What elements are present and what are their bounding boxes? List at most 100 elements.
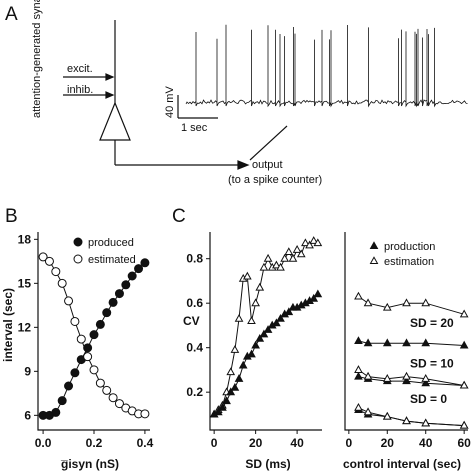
data-point <box>242 271 252 280</box>
series-line-1 <box>213 293 319 415</box>
data-point <box>354 371 363 380</box>
y-tick-label: 9 <box>24 364 31 378</box>
data-point <box>354 336 363 345</box>
data-point <box>213 407 223 416</box>
x-tick-label: 40 <box>290 436 304 450</box>
data-point <box>459 309 469 318</box>
series-line-3 <box>358 369 465 386</box>
legend-marker <box>369 241 379 250</box>
chartB-axes <box>37 232 150 431</box>
data-point <box>313 238 323 247</box>
chart-c-ylabel: CV <box>183 314 200 328</box>
chartCR-axes <box>344 232 468 431</box>
data-point <box>230 345 240 353</box>
data-point <box>70 368 80 378</box>
chart-b-ylabel: interval (sec) <box>1 288 15 362</box>
data-point <box>363 407 373 416</box>
data-point <box>363 371 373 380</box>
spike-trace-line <box>185 24 468 108</box>
data-point <box>459 340 469 349</box>
data-point <box>218 402 227 411</box>
data-point <box>276 313 285 322</box>
chart-c-left: 0 20 40 0.2 0.4 0.6 0.8 <box>186 232 323 450</box>
x-tick-label: 60 <box>457 436 471 450</box>
data-point <box>226 367 236 376</box>
neuron-diagram <box>63 20 288 170</box>
data-point <box>259 329 269 338</box>
chart-b: 0.0 0.2 0.4 6 9 12 15 18 produced estimated <box>18 232 154 450</box>
data-point <box>230 382 240 391</box>
series-line-4 <box>358 409 465 427</box>
series-line-5 <box>358 407 465 427</box>
x-tick-label: 40 <box>419 436 433 450</box>
data-point <box>402 371 411 380</box>
data-point <box>402 416 411 425</box>
legend-label: produced <box>88 237 134 249</box>
chart-b-xlabel: g̅isyn (nS) <box>60 457 119 471</box>
data-point <box>255 333 265 342</box>
y-tick-label: 0.4 <box>186 341 203 355</box>
data-point <box>382 411 392 420</box>
legend-label: estimated <box>88 254 136 266</box>
data-point <box>140 409 150 419</box>
y-tick-label: 15 <box>18 276 32 290</box>
legend-marker <box>73 237 83 247</box>
data-point <box>382 374 392 382</box>
input-label: attention-generated synaptic activity <box>31 0 43 118</box>
data-point <box>259 262 269 271</box>
data-point <box>255 282 265 291</box>
data-point <box>234 313 244 322</box>
data-point <box>421 418 431 427</box>
data-point <box>296 249 306 258</box>
x-tick-label: 20 <box>249 436 263 450</box>
data-point <box>382 302 392 311</box>
data-point <box>108 297 118 307</box>
y-tick-label: 12 <box>18 320 32 334</box>
panel-label-c: C <box>172 206 186 227</box>
sd-annotation: SD = 10 <box>410 356 454 370</box>
data-point <box>459 420 469 429</box>
data-point <box>309 236 319 244</box>
x-tick-label: 20 <box>381 436 395 450</box>
data-point <box>421 374 431 382</box>
series-line-0 <box>358 340 465 346</box>
panel-label-b: B <box>5 206 18 227</box>
data-point <box>83 352 93 362</box>
y-tick-label: 18 <box>18 232 32 246</box>
data-point <box>292 244 302 253</box>
data-point <box>238 360 248 369</box>
data-point <box>354 365 363 373</box>
output-label: output <box>252 159 283 171</box>
data-point <box>363 298 373 307</box>
chart-c-right-xlabel: control interval (sec) <box>343 457 461 471</box>
chart-c-left-xlabel: SD (ms) <box>245 457 290 471</box>
data-point <box>121 280 131 290</box>
y-tick-label: 0.2 <box>186 385 203 399</box>
y-tick-label: 0.8 <box>186 252 203 266</box>
spike-trace <box>185 24 468 108</box>
data-point <box>272 260 281 269</box>
scale-sec-label: 1 sec <box>181 122 208 134</box>
x-tick-label: 0.2 <box>86 436 103 450</box>
data-point <box>305 240 314 249</box>
data-point <box>95 319 105 329</box>
data-point <box>284 307 294 316</box>
data-point <box>402 298 411 307</box>
scale-bar <box>177 95 218 119</box>
x-tick-label: 0.0 <box>35 436 52 450</box>
data-point <box>140 258 150 268</box>
data-point <box>421 298 431 307</box>
data-point <box>64 381 74 391</box>
data-point <box>134 264 144 274</box>
data-point <box>459 380 469 389</box>
panel-label-a: A <box>5 4 18 25</box>
data-point <box>313 289 323 298</box>
chartCL-axes <box>209 232 322 431</box>
data-point <box>382 338 392 347</box>
data-point <box>234 374 244 382</box>
series-line-2 <box>358 376 465 386</box>
legend-marker <box>369 256 379 265</box>
data-point <box>51 407 61 417</box>
data-point <box>247 316 256 325</box>
excit-label: excit. <box>67 63 93 75</box>
